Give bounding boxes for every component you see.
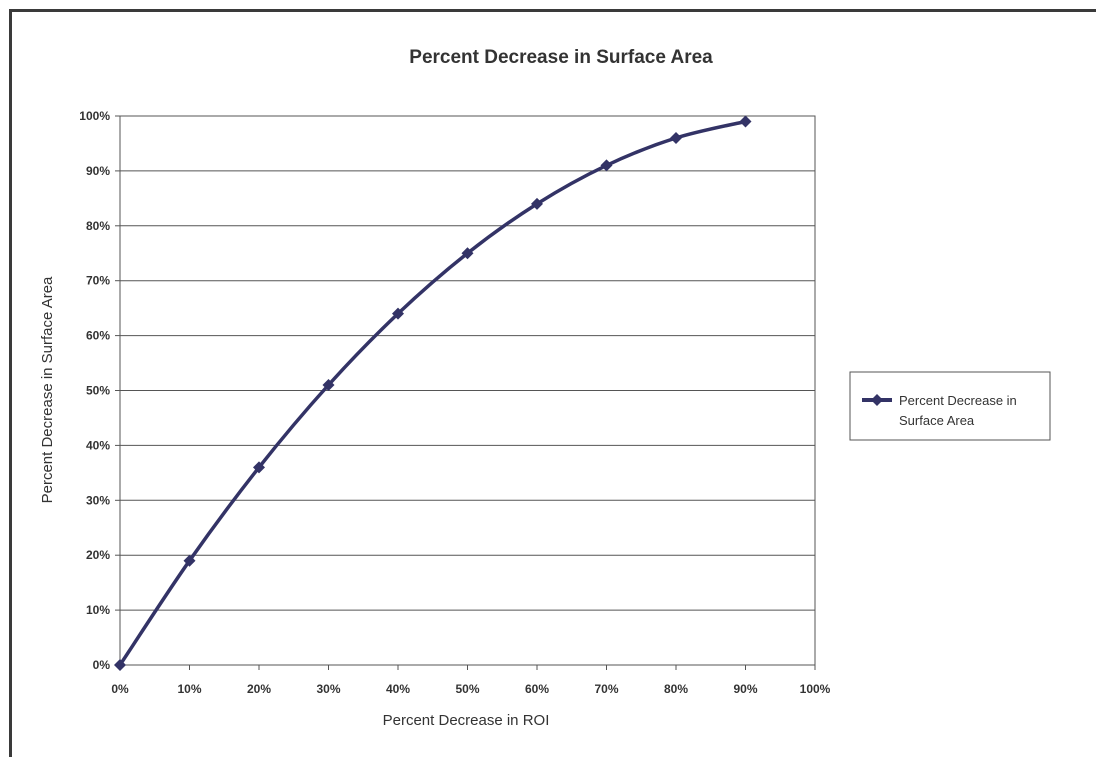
data-point-marker [461, 247, 474, 260]
x-tick-label: 60% [525, 682, 549, 696]
data-point-marker [322, 379, 335, 392]
data-point-marker [253, 461, 265, 474]
x-tick-label: 40% [386, 682, 410, 696]
y-axis-ticks: 0% 10% 20% 30% 40% 50% 60% 70% 80% 90% 100% [79, 109, 120, 672]
y-tick-label: 20% [86, 548, 110, 562]
legend-label-line2: Surface Area [899, 413, 975, 428]
data-point-marker [183, 554, 196, 567]
legend: Percent Decrease in Surface Area [849, 371, 1051, 441]
y-tick-label: 10% [86, 603, 110, 617]
data-point-marker [392, 307, 404, 320]
chart-title: Percent Decrease in Surface Area [409, 47, 713, 68]
x-axis-ticks: 0% 10% 20% 30% 40% 50% 60% 70% 80% 90% 100% [111, 665, 831, 696]
x-axis-label: Percent Decrease in ROI [383, 712, 550, 729]
series-line [118, 119, 746, 666]
y-axis-label: Percent Decrease in Surface Area [39, 276, 56, 503]
y-tick-label: 80% [86, 219, 110, 233]
y-tick-label: 70% [86, 274, 110, 288]
y-tick-label: 60% [86, 329, 110, 343]
y-tick-label: 50% [86, 384, 110, 398]
x-tick-label: 50% [455, 682, 479, 696]
x-tick-label: 90% [733, 682, 757, 696]
x-tick-label: 100% [800, 682, 831, 696]
data-point-marker [114, 659, 126, 671]
y-tick-label: 30% [86, 493, 110, 507]
data-point-marker [739, 115, 752, 128]
legend-label-line1: Percent Decrease in [899, 393, 1017, 408]
x-tick-label: 70% [594, 682, 618, 696]
x-tick-label: 10% [177, 682, 201, 696]
data-point-marker [670, 131, 682, 144]
y-tick-label: 0% [93, 658, 111, 672]
x-tick-label: 30% [316, 682, 340, 696]
y-tick-label: 40% [86, 438, 110, 452]
y-tick-label: 90% [86, 164, 110, 178]
gridlines [120, 115, 815, 666]
series-layer [114, 115, 752, 671]
x-tick-label: 80% [664, 682, 688, 696]
x-tick-label: 0% [111, 682, 129, 696]
legend-box [849, 371, 1051, 441]
y-tick-label: 100% [79, 109, 110, 123]
data-point-marker [600, 159, 613, 172]
data-point-marker [531, 197, 543, 210]
legend-marker [871, 394, 883, 406]
x-tick-label: 20% [247, 682, 271, 696]
